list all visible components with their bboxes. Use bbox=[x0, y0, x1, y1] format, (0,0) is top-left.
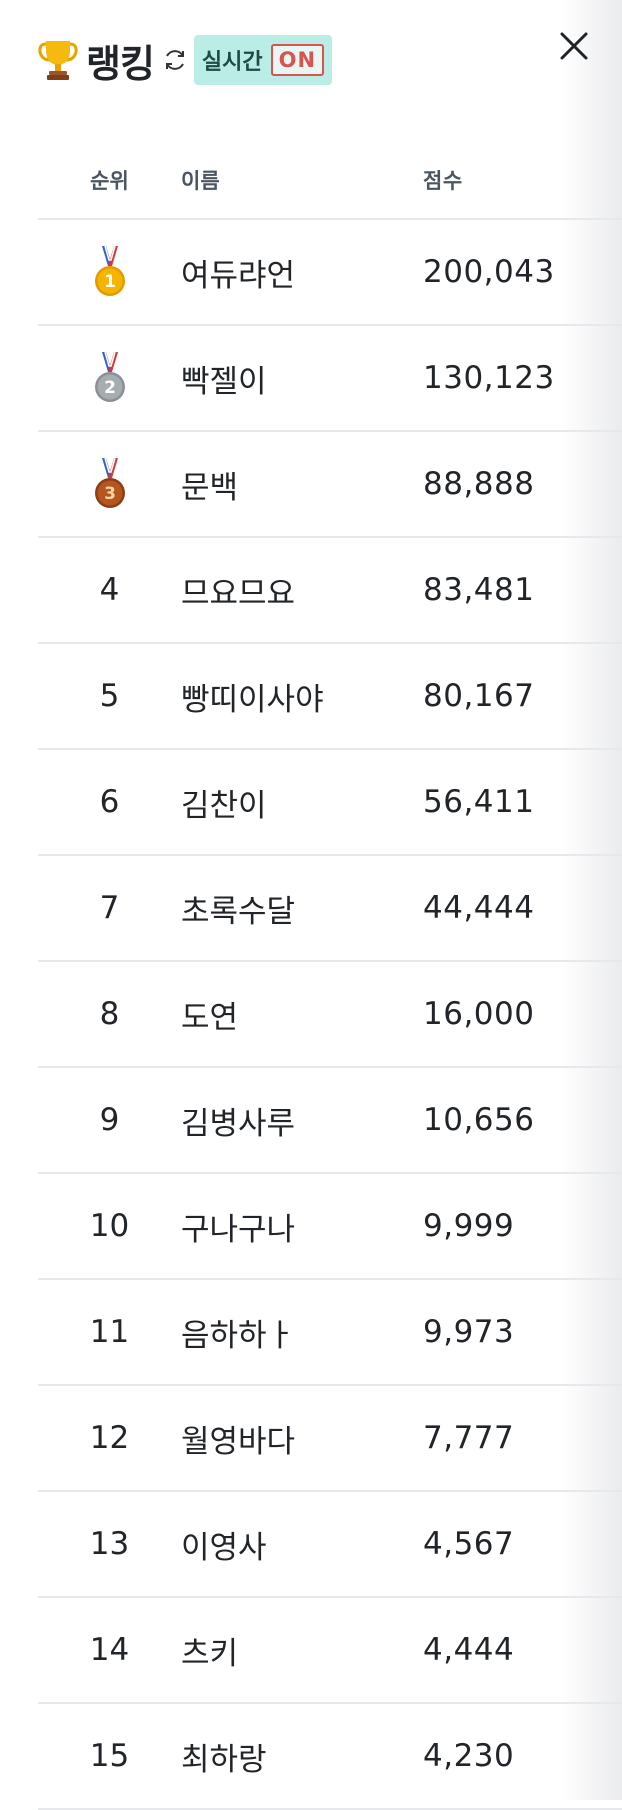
refresh-icon[interactable] bbox=[162, 47, 188, 73]
rank-cell: 7 bbox=[38, 855, 181, 962]
gold-medal-icon: 1 bbox=[94, 246, 125, 296]
rank-number: 15 bbox=[89, 1738, 130, 1774]
table-row: 8 도연 16,000 bbox=[38, 961, 622, 1068]
player-name: 여듀랴언 bbox=[181, 219, 423, 326]
live-status-badge: ON bbox=[270, 44, 325, 76]
table-row: 2 빡젤이 130,123 bbox=[38, 325, 622, 432]
medal-rank-number: 3 bbox=[104, 484, 116, 504]
player-name: 최하랑 bbox=[181, 1703, 423, 1810]
player-name: 김병사루 bbox=[181, 1067, 423, 1174]
table-row: 12 월영바다 7,777 bbox=[38, 1385, 622, 1492]
rank-number: 8 bbox=[99, 996, 120, 1032]
table-row: 4 므요므요 83,481 bbox=[38, 537, 622, 644]
rank-cell: 3 bbox=[38, 431, 181, 538]
player-score: 10,656 bbox=[423, 1067, 622, 1174]
rank-cell: 9 bbox=[38, 1067, 181, 1174]
close-icon[interactable] bbox=[556, 28, 592, 64]
live-toggle[interactable]: 실시간 ON bbox=[193, 35, 333, 85]
table-row: 6 김찬이 56,411 bbox=[38, 749, 622, 856]
table-header-row: 순위 이름 점수 bbox=[38, 142, 622, 220]
rank-number: 4 bbox=[99, 572, 120, 608]
table-row: 11 음하하ㅏ 9,973 bbox=[38, 1279, 622, 1386]
player-score: 83,481 bbox=[423, 537, 622, 644]
player-name: 츠키 bbox=[181, 1597, 423, 1704]
player-score: 44,444 bbox=[423, 855, 622, 962]
ranking-list: 1 여듀랴언 200,043 2 빡젤이 130,123 3 문백 88,888 4 므요므요 83,… bbox=[38, 219, 622, 1810]
player-score: 200,043 bbox=[423, 219, 622, 326]
table-row: 5 빵띠이사야 80,167 bbox=[38, 643, 622, 750]
player-name: 므요므요 bbox=[181, 537, 423, 644]
rank-number: 10 bbox=[89, 1208, 130, 1244]
player-name: 빡젤이 bbox=[181, 325, 423, 432]
table-row: 14 츠키 4,444 bbox=[38, 1597, 622, 1704]
medal-rank-number: 1 bbox=[104, 272, 116, 292]
table-row: 7 초록수달 44,444 bbox=[38, 855, 622, 962]
player-name: 구나구나 bbox=[181, 1173, 423, 1280]
table-row: 15 최하랑 4,230 bbox=[38, 1703, 622, 1810]
rank-cell: 13 bbox=[38, 1491, 181, 1598]
player-score: 4,567 bbox=[423, 1491, 622, 1598]
player-score: 9,973 bbox=[423, 1279, 622, 1386]
live-label: 실시간 bbox=[201, 50, 263, 75]
player-name: 도연 bbox=[181, 961, 423, 1068]
player-name: 초록수달 bbox=[181, 855, 423, 962]
rank-number: 5 bbox=[99, 678, 120, 714]
player-score: 4,230 bbox=[423, 1703, 622, 1810]
rank-cell: 11 bbox=[38, 1279, 181, 1386]
player-name: 이영사 bbox=[181, 1491, 423, 1598]
rank-cell: 12 bbox=[38, 1385, 181, 1492]
table-row: 1 여듀랴언 200,043 bbox=[38, 219, 622, 326]
player-score: 130,123 bbox=[423, 325, 622, 432]
page-title: 랭킹 bbox=[86, 41, 155, 86]
rank-number: 9 bbox=[99, 1102, 120, 1138]
player-name: 월영바다 bbox=[181, 1385, 423, 1492]
silver-medal-icon: 2 bbox=[94, 352, 125, 402]
player-score: 56,411 bbox=[423, 749, 622, 856]
ranking-table: 순위 이름 점수 1 여듀랴언 200,043 2 빡젤이 130,123 3 문백 88,88… bbox=[38, 142, 622, 1810]
rank-cell: 15 bbox=[38, 1703, 181, 1810]
rank-cell: 14 bbox=[38, 1597, 181, 1704]
column-header-name: 이름 bbox=[181, 142, 423, 220]
medal-rank-number: 2 bbox=[104, 378, 116, 398]
player-name: 음하하ㅏ bbox=[181, 1279, 423, 1386]
rank-cell: 8 bbox=[38, 961, 181, 1068]
ranking-header: 랭킹 실시간 ON bbox=[38, 34, 333, 86]
player-score: 80,167 bbox=[423, 643, 622, 750]
rank-cell: 2 bbox=[38, 325, 181, 432]
player-score: 7,777 bbox=[423, 1385, 622, 1492]
player-name: 문백 bbox=[181, 431, 423, 538]
player-score: 16,000 bbox=[423, 961, 622, 1068]
rank-number: 13 bbox=[89, 1526, 130, 1562]
rank-cell: 5 bbox=[38, 643, 181, 750]
column-header-rank: 순위 bbox=[38, 142, 181, 220]
player-score: 88,888 bbox=[423, 431, 622, 538]
player-score: 4,444 bbox=[423, 1597, 622, 1704]
player-name: 빵띠이사야 bbox=[181, 643, 423, 750]
rank-cell: 4 bbox=[38, 537, 181, 644]
rank-cell: 1 bbox=[38, 219, 181, 326]
table-row: 13 이영사 4,567 bbox=[38, 1491, 622, 1598]
rank-number: 6 bbox=[99, 784, 120, 820]
rank-cell: 10 bbox=[38, 1173, 181, 1280]
bronze-medal-icon: 3 bbox=[94, 458, 125, 508]
rank-number: 7 bbox=[99, 890, 120, 926]
rank-number: 11 bbox=[89, 1314, 130, 1350]
player-score: 9,999 bbox=[423, 1173, 622, 1280]
column-header-score: 점수 bbox=[423, 142, 622, 220]
rank-number: 14 bbox=[89, 1632, 130, 1668]
table-row: 10 구나구나 9,999 bbox=[38, 1173, 622, 1280]
table-row: 3 문백 88,888 bbox=[38, 431, 622, 538]
table-row: 9 김병사루 10,656 bbox=[38, 1067, 622, 1174]
player-name: 김찬이 bbox=[181, 749, 423, 856]
rank-cell: 6 bbox=[38, 749, 181, 856]
trophy-icon bbox=[38, 38, 78, 82]
rank-number: 12 bbox=[89, 1420, 130, 1456]
